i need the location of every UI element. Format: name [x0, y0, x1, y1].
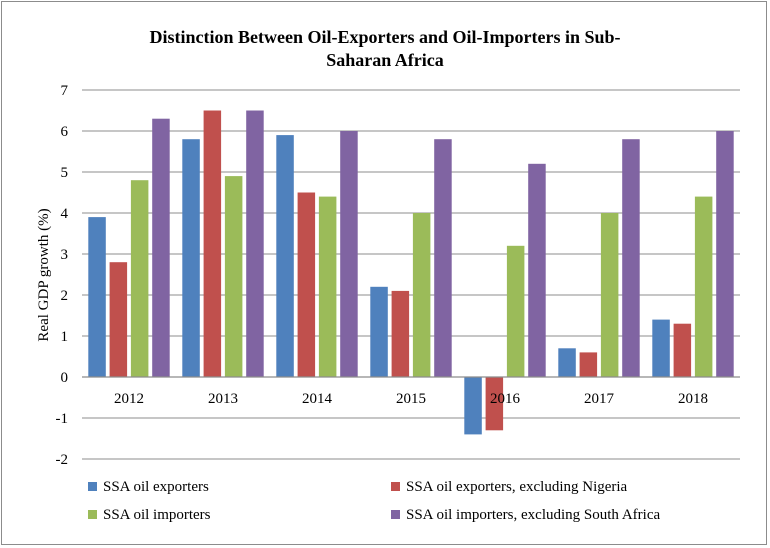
chart-title-line-2: Saharan Africa: [326, 50, 444, 70]
x-tick-label: 2014: [302, 391, 333, 407]
bar-ssa-oil-exporters-2013: [182, 139, 200, 377]
x-tick-label: 2018: [678, 391, 708, 407]
bar-ssa-oil-importers-2016: [506, 245, 525, 377]
y-tick-label: 2: [61, 288, 69, 304]
bars: [88, 110, 734, 435]
y-axis-tick-labels: -2 -1 0 1 2 3 4 5 6 7: [56, 83, 69, 468]
bar-ssa-oil-importers-excluding-south-africa-2012: [152, 118, 170, 377]
x-tick-label: 2013: [208, 391, 238, 407]
x-tick-label: 2016: [490, 391, 521, 407]
bar-ssa-oil-exporters-excluding-nigeria-2018: [673, 323, 692, 377]
bar-ssa-oil-exporters-excluding-nigeria-2015: [391, 290, 410, 377]
bar-ssa-oil-importers-excluding-south-africa-2015: [434, 139, 452, 377]
legend-label: SSA oil importers, excluding South Afric…: [406, 507, 660, 523]
y-tick-label: 4: [61, 206, 69, 222]
bar-ssa-oil-exporters-2016: [464, 377, 482, 435]
x-tick-label: 2015: [396, 391, 426, 407]
bar-ssa-oil-importers-2018: [694, 196, 713, 377]
bar-ssa-oil-exporters-excluding-nigeria-2014: [297, 192, 316, 377]
bar-ssa-oil-importers-excluding-south-africa-2014: [340, 131, 358, 377]
bar-ssa-oil-importers-excluding-south-africa-2018: [716, 131, 734, 377]
bar-ssa-oil-exporters-2012: [88, 217, 106, 377]
bar-ssa-oil-importers-2017: [600, 213, 619, 377]
bar-ssa-oil-exporters-excluding-nigeria-2013: [203, 110, 222, 377]
legend-swatch: [88, 482, 97, 491]
bar-ssa-oil-importers-2014: [318, 196, 337, 377]
bar-ssa-oil-exporters-2014: [276, 135, 294, 377]
legend-swatch: [391, 510, 400, 519]
y-tick-label: 1: [61, 329, 69, 345]
bar-ssa-oil-importers-2013: [224, 176, 243, 377]
y-axis-title: Real GDP growth (%): [36, 208, 52, 341]
y-tick-label: 7: [61, 83, 69, 99]
legend-label: SSA oil exporters, excluding Nigeria: [406, 479, 628, 495]
bar-ssa-oil-importers-2012: [130, 180, 149, 377]
y-tick-label: 6: [61, 124, 69, 140]
chart-title-line-1: Distinction Between Oil-Exporters and Oi…: [150, 27, 621, 47]
bar-ssa-oil-exporters-excluding-nigeria-2017: [579, 352, 598, 377]
legend-label: SSA oil importers: [103, 507, 211, 523]
bar-ssa-oil-exporters-2015: [370, 286, 388, 377]
bar-ssa-oil-exporters-2017: [558, 348, 576, 377]
y-tick-label: -1: [56, 411, 69, 427]
chart-title: Distinction Between Oil-Exporters and Oi…: [150, 27, 621, 70]
x-tick-label: 2012: [114, 391, 144, 407]
bar-ssa-oil-importers-excluding-south-africa-2017: [622, 139, 640, 377]
y-tick-label: 3: [61, 247, 69, 263]
y-tick-label: 5: [61, 165, 69, 181]
legend-swatch: [391, 482, 400, 491]
x-tick-label: 2017: [584, 391, 615, 407]
bar-ssa-oil-exporters-excluding-nigeria-2012: [109, 262, 128, 377]
y-tick-label: -2: [56, 452, 69, 468]
x-axis-tick-labels: 2012 2013 2014 2015 2016 2017 2018: [114, 391, 708, 407]
bar-ssa-oil-exporters-2018: [652, 319, 670, 377]
legend-label: SSA oil exporters: [103, 479, 209, 495]
bar-ssa-oil-importers-2015: [412, 213, 431, 377]
bar-ssa-oil-importers-excluding-south-africa-2016: [528, 163, 546, 377]
legend: SSA oil exporters SSA oil exporters, excl…: [88, 479, 660, 523]
y-tick-label: 0: [61, 370, 69, 386]
legend-swatch: [88, 510, 97, 519]
bar-ssa-oil-exporters-excluding-nigeria-2016: [485, 377, 504, 431]
bar-ssa-oil-importers-excluding-south-africa-2013: [246, 110, 264, 377]
